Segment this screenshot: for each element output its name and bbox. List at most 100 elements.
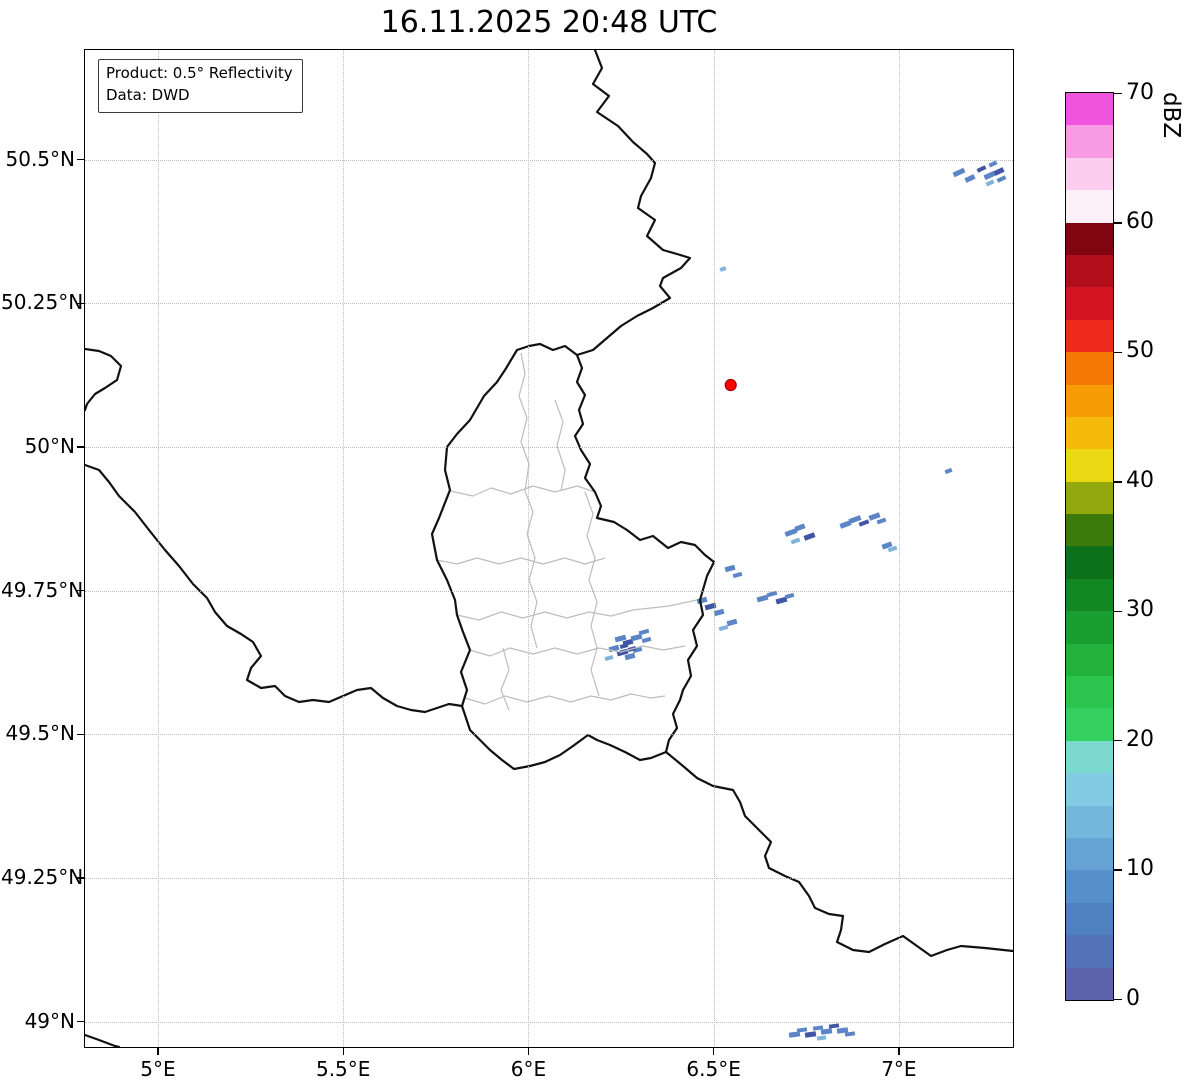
- colorbar-band: [1066, 254, 1113, 288]
- radar-echo: [820, 1028, 833, 1035]
- radar-echo: [976, 165, 987, 173]
- y-tick-label: 50.25°N: [1, 290, 84, 315]
- x-tick-label: 5.5°E: [315, 1057, 371, 1081]
- colorbar-tick-label: 30: [1126, 597, 1154, 623]
- district-border-line: [464, 693, 666, 705]
- radar-echo: [732, 571, 743, 579]
- colorbar-band: [1066, 287, 1113, 320]
- radar-echo: [803, 532, 816, 541]
- y-gridline: [85, 303, 1013, 305]
- radar-echo: [876, 517, 887, 525]
- radar-echo: [784, 592, 795, 600]
- radar-echo: [614, 634, 627, 643]
- colorbar-tick-label: 50: [1126, 338, 1154, 364]
- y-tick-mark: [77, 733, 85, 736]
- colorbar-tick-label: 0: [1126, 985, 1140, 1011]
- radar-echo: [630, 633, 643, 642]
- radar-echo: [828, 1023, 840, 1029]
- annotation-data-source: Data: DWD: [106, 85, 190, 104]
- y-tick-mark: [77, 1021, 85, 1023]
- district-border-line: [449, 485, 596, 497]
- radar-echo: [704, 602, 717, 611]
- border-belgium-germany: [575, 50, 692, 357]
- x-tick-label: 7°E: [881, 1057, 917, 1081]
- radar-echo: [718, 624, 729, 632]
- y-tick-label: 49.75°N: [1, 577, 84, 602]
- colorbar-band: [1066, 967, 1113, 1000]
- border-france-germany: [664, 750, 1013, 958]
- x-gridline: [528, 50, 530, 1047]
- radar-echo: [944, 467, 953, 475]
- x-gridline: [157, 50, 159, 1047]
- x-tick-mark: [527, 1047, 530, 1055]
- radar-echo: [993, 167, 1005, 176]
- map-canvas: [85, 50, 1013, 1047]
- x-tick-label: 6°E: [510, 1057, 547, 1081]
- radar-echo: [988, 160, 998, 168]
- colorbar-tick-mark: [1114, 869, 1122, 871]
- x-tick-mark: [712, 1047, 715, 1055]
- x-gridline: [343, 50, 345, 1047]
- radar-echo: [641, 636, 652, 644]
- y-tick-mark: [77, 446, 85, 448]
- district-border-line: [500, 647, 510, 711]
- colorbar-tick-mark: [1114, 92, 1122, 95]
- x-tick-label: 5°E: [140, 1057, 176, 1081]
- radar-echo: [868, 512, 881, 521]
- radar-site-marker: [724, 378, 737, 392]
- radar-echo: [775, 596, 788, 605]
- colorbar-band: [1066, 319, 1113, 353]
- radar-echo: [839, 520, 852, 529]
- colorbar-band: [1066, 870, 1113, 903]
- radar-echo: [848, 515, 862, 524]
- radar-echo: [996, 175, 1007, 183]
- district-border-line: [436, 557, 606, 565]
- radar-echo: [804, 1031, 817, 1038]
- y-gridline: [85, 1021, 1013, 1023]
- district-border-line: [524, 490, 538, 649]
- x-tick-mark: [342, 1047, 344, 1055]
- radar-echo: [790, 537, 801, 545]
- district-border-line: [584, 491, 600, 697]
- colorbar-band: [1066, 157, 1113, 191]
- radar-echo: [796, 1027, 808, 1033]
- border-givet-salient: [85, 347, 123, 412]
- colorbar-band: [1066, 837, 1113, 871]
- colorbar-band: [1066, 481, 1113, 515]
- radar-echo: [788, 1031, 801, 1038]
- colorbar-tick-mark: [1114, 998, 1122, 1001]
- x-tick-label: 6.5°E: [686, 1057, 741, 1081]
- y-tick-label: 49.5°N: [5, 721, 76, 746]
- colorbar-band: [1066, 708, 1113, 741]
- colorbar-band: [1066, 384, 1113, 417]
- annotation-product: Product: 0.5° Reflectivity: [106, 64, 293, 82]
- radar-echo: [696, 596, 708, 605]
- radar-echo: [604, 655, 614, 661]
- colorbar-tick-label: 60: [1126, 209, 1154, 235]
- district-border-line: [469, 645, 686, 657]
- border-france-belgium: [85, 463, 464, 714]
- y-gridline: [85, 590, 1013, 592]
- colorbar-tick-mark: [1114, 222, 1122, 224]
- colorbar-band: [1066, 643, 1113, 677]
- colorbar-band: [1066, 352, 1113, 385]
- colorbar: [1065, 92, 1114, 1001]
- y-tick-label: 49.25°N: [1, 865, 84, 890]
- radar-echo: [766, 590, 778, 598]
- y-gridline: [85, 447, 1013, 449]
- border-luxembourg: [430, 342, 716, 771]
- colorbar-band: [1066, 935, 1113, 968]
- colorbar-tick-label: 40: [1126, 467, 1154, 493]
- colorbar-band: [1066, 93, 1113, 126]
- radar-echo: [726, 618, 738, 627]
- colorbar-tick-label: 10: [1126, 856, 1154, 882]
- radar-echo: [964, 174, 976, 183]
- colorbar-band: [1066, 902, 1113, 936]
- border-bottom-left: [85, 1033, 121, 1047]
- radar-echo: [756, 594, 769, 603]
- x-tick-mark: [898, 1047, 900, 1055]
- radar-echo: [784, 528, 798, 537]
- country-borders: [85, 50, 1013, 1047]
- colorbar-tick-mark: [1114, 610, 1122, 612]
